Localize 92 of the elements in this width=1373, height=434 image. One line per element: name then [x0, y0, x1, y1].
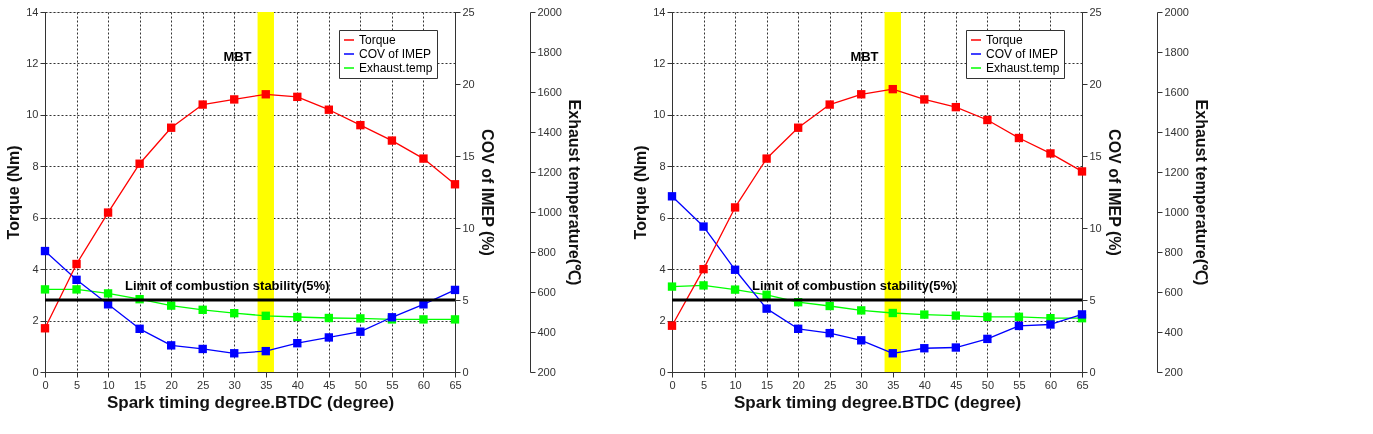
y-tick-label: 0	[32, 365, 39, 378]
x-tick-label: 55	[1013, 378, 1026, 391]
x-tick-label: 60	[417, 378, 431, 391]
y-tick-label: 8	[32, 159, 39, 172]
y-tick-label: 2	[659, 314, 666, 327]
y-tick-label: 12	[653, 56, 666, 69]
y3-tick-label: 200	[1164, 365, 1183, 378]
y3-tick-label: 200	[537, 365, 556, 378]
legend-label: Torque	[986, 33, 1024, 47]
y3-tick-label: 600	[1164, 285, 1183, 298]
y-tick-label: 4	[32, 262, 39, 275]
x-tick-label: 40	[918, 378, 931, 391]
y3-axis-title: Exhaust temperature(℃)	[565, 99, 583, 286]
x-tick-label: 60	[1044, 378, 1058, 391]
y-tick-label: 4	[659, 262, 666, 275]
y2-tick-label: 10	[1089, 221, 1102, 234]
x-tick-label: 50	[981, 378, 995, 391]
y-tick-label: 2	[32, 314, 39, 327]
y3-tick-label: 600	[537, 285, 556, 298]
y2-tick-label: 20	[462, 77, 475, 90]
y3-tick-label: 400	[537, 325, 556, 338]
y-axis-title: Torque (Nm)	[5, 145, 23, 240]
legend-label: Exhaust.temp	[359, 61, 433, 75]
x-tick-label: 30	[855, 378, 868, 391]
y3-tick-label: 1000	[1164, 205, 1189, 218]
y2-tick-label: 20	[1089, 77, 1102, 90]
y-tick-label: 6	[659, 211, 666, 224]
y3-axis-title: Exhaust temperature(℃)	[1192, 99, 1210, 286]
y3-tick-label: 1200	[537, 165, 562, 178]
y3-tick-label: 2000	[1164, 5, 1189, 18]
x-tick-label: 25	[197, 378, 210, 391]
y2-axis-title: COV of IMEP (%)	[478, 129, 496, 256]
x-tick-label: 5	[700, 378, 708, 391]
y2-axis-title: COV of IMEP (%)	[1105, 129, 1123, 256]
y3-tick-label: 1000	[537, 205, 562, 218]
y3-tick-label: 1600	[537, 85, 562, 98]
x-tick-label: 45	[323, 378, 336, 391]
y3-tick-label: 1800	[537, 45, 562, 58]
y2-tick-label: 10	[462, 221, 475, 234]
y3-tick-label: 1200	[1164, 165, 1189, 178]
y2-tick-label: 15	[1089, 149, 1102, 162]
y3-tick-label: 1400	[537, 125, 562, 138]
y3-tick-label: 800	[537, 245, 556, 258]
x-tick-label: 45	[950, 378, 963, 391]
x-tick-label: 0	[42, 378, 49, 391]
x-axis-title: Spark timing degree.BTDC (degree)	[733, 392, 1022, 412]
y2-tick-label: 5	[1089, 293, 1096, 306]
y2-tick-label: 5	[462, 293, 469, 306]
x-tick-label: 55	[386, 378, 399, 391]
x-tick-label: 65	[1076, 378, 1089, 391]
x-tick-label: 10	[102, 378, 115, 391]
band-label: MBT	[850, 49, 879, 64]
x-tick-label: 15	[133, 378, 147, 391]
x-tick-label: 0	[669, 378, 676, 391]
legend-label: Exhaust.temp	[986, 61, 1060, 75]
y-tick-label: 14	[26, 5, 39, 18]
x-tick-label: 15	[760, 378, 774, 391]
y-tick-label: 8	[659, 159, 666, 172]
x-tick-label: 35	[887, 378, 900, 391]
y-axis-title: Torque (Nm)	[632, 145, 650, 240]
y-tick-label: 10	[653, 108, 666, 121]
y3-tick-label: 1800	[1164, 45, 1189, 58]
legend-label: COV of IMEP	[359, 47, 432, 61]
legend-label: COV of IMEP	[986, 47, 1059, 61]
x-tick-label: 30	[228, 378, 241, 391]
x-tick-label: 20	[792, 378, 805, 391]
x-axis-title: Spark timing degree.BTDC (degree)	[106, 392, 395, 412]
y2-tick-label: 0	[462, 365, 469, 378]
x-tick-label: 35	[260, 378, 273, 391]
x-tick-label: 40	[291, 378, 304, 391]
y3-tick-label: 400	[1164, 325, 1183, 338]
y-tick-label: 14	[653, 5, 666, 18]
band-label: MBT	[223, 49, 252, 64]
y-tick-label: 6	[32, 211, 39, 224]
x-tick-label: 50	[354, 378, 368, 391]
y2-tick-label: 15	[462, 149, 475, 162]
y2-tick-label: 0	[1089, 365, 1096, 378]
y-tick-label: 12	[26, 56, 39, 69]
x-tick-label: 25	[824, 378, 837, 391]
y3-tick-label: 1400	[1164, 125, 1189, 138]
y3-tick-label: 800	[1164, 245, 1183, 258]
y2-tick-label: 25	[1089, 5, 1102, 18]
y-tick-label: 10	[26, 108, 39, 121]
y2-tick-label: 25	[462, 5, 475, 18]
legend-label: Torque	[359, 33, 397, 47]
y3-tick-label: 2000	[537, 5, 562, 18]
x-tick-label: 65	[449, 378, 462, 391]
x-tick-label: 5	[73, 378, 81, 391]
y-tick-label: 0	[659, 365, 666, 378]
x-tick-label: 20	[165, 378, 178, 391]
x-tick-label: 10	[729, 378, 742, 391]
y3-tick-label: 1600	[1164, 85, 1189, 98]
